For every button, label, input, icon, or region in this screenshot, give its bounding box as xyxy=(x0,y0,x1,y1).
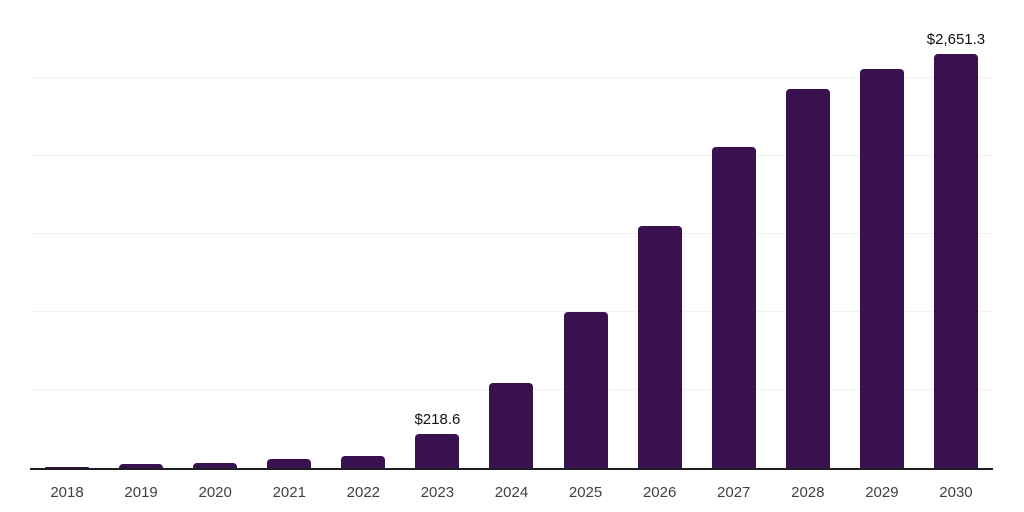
bar-slot-2021 xyxy=(252,0,326,468)
x-tick-2026: 2026 xyxy=(642,484,677,501)
x-tick-2028: 2028 xyxy=(791,484,825,501)
x-tick-2021: 2021 xyxy=(272,484,306,501)
bar-slot-2029 xyxy=(845,0,919,468)
bar-2030[interactable] xyxy=(933,54,978,468)
gridline-1500 xyxy=(30,233,993,234)
x-tick-2030: 2030 xyxy=(939,484,973,501)
x-tick-2027: 2027 xyxy=(717,484,751,501)
x-tick-2020: 2020 xyxy=(198,484,232,501)
x-tick-2025: 2025 xyxy=(568,484,603,501)
x-tick-2022: 2022 xyxy=(346,484,381,501)
bar-2029[interactable] xyxy=(859,68,904,468)
bar-2027[interactable] xyxy=(711,146,756,468)
x-tick-2029: 2029 xyxy=(865,484,899,501)
bar-2028[interactable] xyxy=(785,88,830,468)
bar-2020[interactable] xyxy=(193,462,238,468)
bar-2026[interactable] xyxy=(637,226,682,468)
bar-slot-2024 xyxy=(474,0,548,468)
data-label-2030: $2,651.3 xyxy=(926,31,986,49)
x-tick-2018: 2018 xyxy=(50,484,84,501)
bar-slot-2025 xyxy=(549,0,623,468)
x-tick-2023: 2023 xyxy=(420,484,455,501)
bar-slot-2018 xyxy=(30,0,104,468)
x-tick-2024: 2024 xyxy=(494,484,529,501)
bar-slot-2019 xyxy=(104,0,178,468)
bar-slot-2020 xyxy=(178,0,252,468)
bar-slot-2026 xyxy=(623,0,697,468)
bar-slot-2030: $2,651.3 xyxy=(919,0,993,468)
gridline-1000 xyxy=(30,311,993,313)
x-tick-2019: 2019 xyxy=(124,484,158,501)
bar-2025[interactable] xyxy=(563,312,608,468)
bar-slot-2027 xyxy=(697,0,771,468)
gridline-2500 xyxy=(30,77,993,78)
bar-slot-2022 xyxy=(326,0,400,468)
plot-area: $218.6 $2,651.3 xyxy=(30,0,993,470)
bar-2023[interactable] xyxy=(415,433,460,468)
bar-2018[interactable] xyxy=(45,467,90,468)
data-label-2023: $218.6 xyxy=(414,410,461,428)
bar-slot-2023: $218.6 xyxy=(400,0,474,468)
x-axis-tick-labels: 2018 2019 2020 2021 2022 2023 2024 2025 2026 2027… xyxy=(30,483,993,503)
bar-slot-2028 xyxy=(771,0,845,468)
x-axis-line xyxy=(30,468,993,470)
bar-2022[interactable] xyxy=(341,456,386,468)
gridline-2000 xyxy=(30,155,993,157)
bar-2024[interactable] xyxy=(489,382,534,468)
bar-2019[interactable] xyxy=(119,464,164,468)
bar-2021[interactable] xyxy=(267,458,312,468)
